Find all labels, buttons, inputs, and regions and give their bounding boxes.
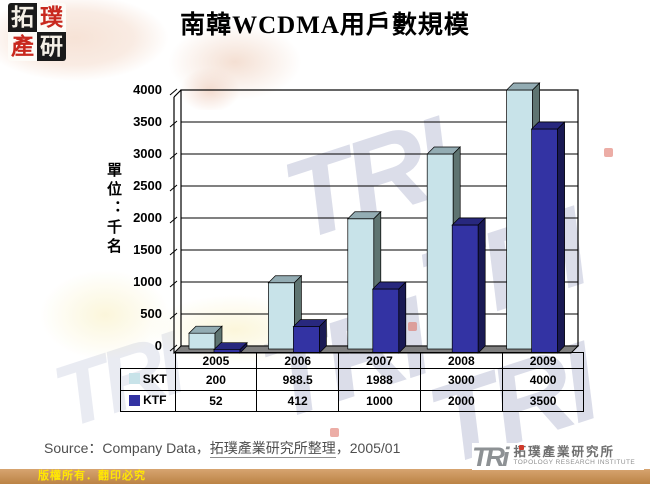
tri-logo-mark: TRi [472, 441, 509, 472]
year-header-cell: 2007 [338, 352, 421, 369]
bar-skt-2007-front [347, 218, 375, 350]
stamp-char: 璞 [37, 3, 66, 32]
y-axis-tick-label: 2500 [133, 178, 162, 193]
legend-swatch-ktf-icon [129, 394, 141, 406]
y-axis-unit-label: 單位：千名 [105, 162, 122, 257]
bar-ktf-2006-side [319, 318, 327, 354]
tri-logo-chinese-name: 拓璞產業研究所 [513, 445, 616, 459]
value-cell: 1988 [338, 368, 421, 391]
bar-ktf-2008-front [451, 224, 479, 354]
footer-bar: 版權所有．翻印必究 [0, 469, 650, 484]
bar-ktf-2007-side [398, 281, 407, 354]
y-axis-tick-label: 1500 [133, 242, 162, 257]
tri-logo: TRi 拓璞產業研究所 TOPOLOGY RESEARCH INSTITUTE [472, 443, 644, 470]
bar-ktf-2008-side [477, 217, 486, 354]
y-axis-tick-label: 500 [140, 306, 162, 321]
bar-skt-2006-front [268, 282, 295, 350]
series-legend-cell: SKT [120, 368, 176, 391]
page-title: 南韓WCDMA用戶數規模 [180, 12, 470, 39]
value-cell: 52 [174, 390, 258, 412]
bar-skt-2008-front [426, 153, 454, 350]
legend-swatch-skt-icon [128, 373, 140, 385]
value-cell: 988.5 [256, 368, 340, 391]
copyright-text: 版權所有．翻印必究 [38, 470, 146, 482]
y-axis-tick-labels: 0 500 1000 1500 2000 2500 3000 3500 4000 [114, 0, 162, 420]
value-cell: 2000 [419, 390, 503, 412]
source-underlined: 拓璞產業研究所整理 [209, 440, 336, 458]
y-axis-tick [169, 88, 178, 96]
value-cell: 412 [256, 390, 340, 412]
bar-ktf-2005-side [239, 341, 248, 354]
bar-skt-2005-front [188, 332, 216, 350]
bar-ktf-2006-front [293, 326, 320, 354]
bar-ktf-2009-side [557, 121, 565, 354]
y-axis-tick-label: 1000 [133, 274, 162, 289]
series-legend-cell: KTF [120, 390, 176, 412]
value-cell: 200 [174, 368, 258, 391]
table-corner-blank [121, 353, 176, 369]
year-header-cell: 2005 [174, 352, 258, 369]
chart-data-table-grid: 2005 2006 2007 2008 2009 SKT 200 988.5 1988 3000 4… [120, 352, 585, 412]
tri-logo-english-name: TOPOLOGY RESEARCH INSTITUTE [513, 459, 636, 466]
yellow-watermark-blob [40, 270, 170, 360]
watermark-red-dot [604, 148, 613, 157]
topology-stamp-logo: 拓 璞 產 研 [8, 3, 66, 61]
bar-skt-2009-front [506, 89, 533, 350]
year-header-cell: 2009 [501, 352, 585, 369]
tri-logo-red-dot-icon [519, 445, 524, 450]
year-header-cell: 2008 [419, 352, 503, 369]
value-cell: 4000 [501, 368, 585, 391]
watermark-red-dot [408, 322, 417, 331]
y-axis-tick-label: 2000 [133, 210, 162, 225]
y-axis-tick-label: 4000 [133, 82, 162, 97]
source-prefix: Source：Company Data， [44, 440, 210, 456]
wall-top-left-edge [173, 89, 182, 98]
stamp-char: 研 [37, 32, 66, 61]
bar-chart-canvas [169, 82, 580, 354]
value-cell: 3000 [419, 368, 503, 391]
watermark-red-dot [330, 428, 339, 437]
bar-ktf-2007-front [372, 288, 400, 354]
y-axis-tick-label: 3000 [133, 146, 162, 161]
chart-data-table: 2005 2006 2007 2008 2009 SKT 200 988.5 1988 3000 4… [120, 352, 585, 412]
bar-ktf-2009-front [531, 128, 558, 354]
stamp-char: 拓 [8, 3, 37, 32]
y-axis-tick-label: 3500 [133, 114, 162, 129]
stamp-char: 產 [8, 32, 37, 61]
year-header-cell: 2006 [256, 352, 340, 369]
value-cell: 1000 [338, 390, 421, 412]
source-suffix: ，2005/01 [335, 440, 401, 456]
value-cell: 3500 [501, 390, 585, 412]
source-note: Source：Company Data，拓璞產業研究所整理，2005/01 [44, 438, 400, 458]
y-axis-tick-label: 0 [154, 338, 162, 353]
